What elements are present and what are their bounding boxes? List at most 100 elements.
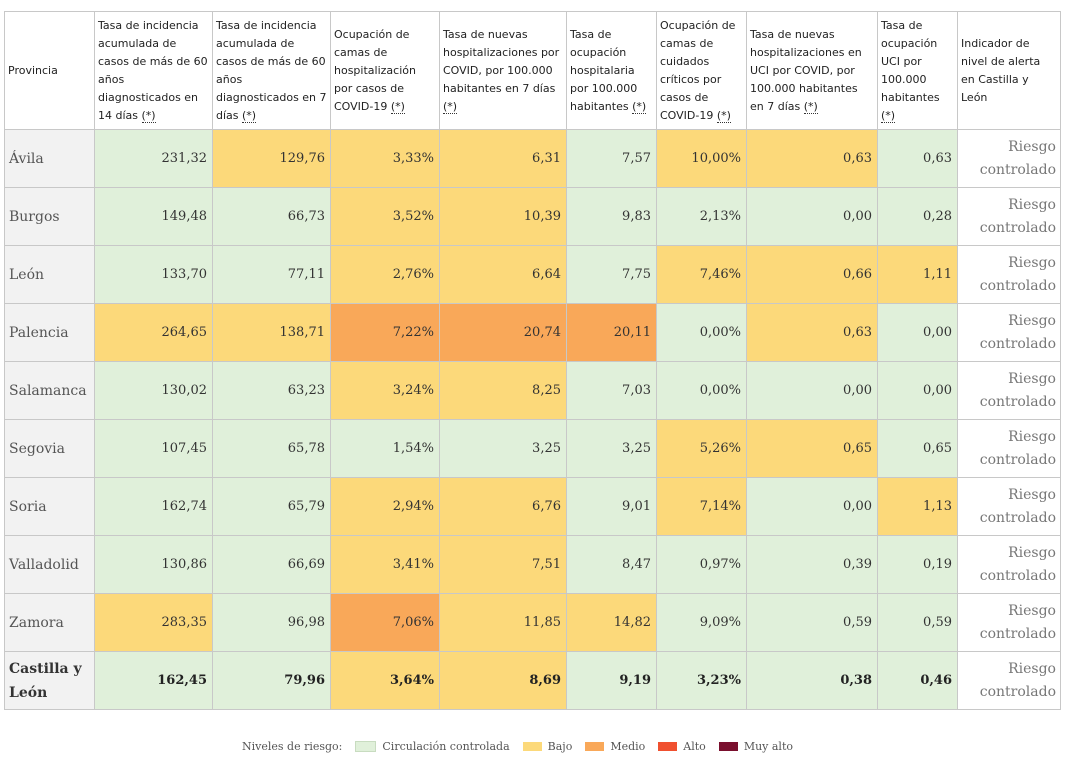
metric-cell: 7,57 — [566, 129, 657, 188]
metric-cell: 3,52% — [330, 187, 440, 246]
province-cell: Ávila — [4, 129, 95, 188]
metric-cell: 7,22% — [330, 303, 440, 362]
metric-cell: 9,19 — [566, 651, 657, 710]
metric-cell: 129,76 — [212, 129, 331, 188]
metric-cell: 2,76% — [330, 245, 440, 304]
metric-cell: 0,00 — [746, 187, 878, 246]
metric-cell: 7,03 — [566, 361, 657, 420]
metric-cell: 3,24% — [330, 361, 440, 420]
asterisk-note-link[interactable]: (*) — [443, 99, 458, 114]
province-cell: Valladolid — [4, 535, 95, 594]
asterisk-note-link[interactable]: (*) — [881, 108, 896, 123]
alert-level-cell: Riesgo controlado — [957, 245, 1061, 304]
metric-cell: 66,69 — [212, 535, 331, 594]
metric-cell: 20,11 — [566, 303, 657, 362]
metric-cell: 66,73 — [212, 187, 331, 246]
header-incidencia-14-dias: Tasa de incidencia acumulada de casos de… — [94, 11, 213, 130]
asterisk-note-link[interactable]: (*) — [716, 108, 731, 123]
legend-item-medio: Medio — [585, 740, 645, 753]
metric-cell: 3,25 — [566, 419, 657, 478]
metric-cell: 3,23% — [656, 651, 747, 710]
metric-cell: 1,54% — [330, 419, 440, 478]
metric-cell: 162,45 — [94, 651, 213, 710]
table-row: Salamanca 130,02 63,23 3,24% 8,25 7,03 0,00% 0,… — [4, 361, 1061, 420]
asterisk-note-link[interactable]: (*) — [242, 108, 257, 123]
metric-cell: 9,09% — [656, 593, 747, 652]
province-cell: Zamora — [4, 593, 95, 652]
metric-cell: 0,65 — [746, 419, 878, 478]
alert-level-cell: Riesgo controlado — [957, 535, 1061, 594]
table-row: Ávila 231,32 129,76 3,33% 6,31 7,57 10,00% 0,63… — [4, 129, 1061, 188]
legend-item-muy-alto: Muy alto — [718, 740, 793, 753]
metric-cell: 283,35 — [94, 593, 213, 652]
alert-level-cell: Riesgo controlado — [957, 129, 1061, 188]
province-cell: Castilla y León — [4, 651, 95, 710]
alert-level-cell: Riesgo controlado — [957, 651, 1061, 710]
table-row: Burgos 149,48 66,73 3,52% 10,39 9,83 2,13% 0,00… — [4, 187, 1061, 246]
metric-cell: 3,25 — [439, 419, 567, 478]
metric-cell: 11,85 — [439, 593, 567, 652]
metric-cell: 162,74 — [94, 477, 213, 536]
metric-cell: 10,39 — [439, 187, 567, 246]
metric-cell: 0,63 — [746, 303, 878, 362]
metric-cell: 8,47 — [566, 535, 657, 594]
metric-cell: 6,76 — [439, 477, 567, 536]
metric-cell: 133,70 — [94, 245, 213, 304]
metric-cell: 0,19 — [877, 535, 958, 594]
metric-cell: 0,28 — [877, 187, 958, 246]
table-body: Ávila 231,32 129,76 3,33% 6,31 7,57 10,00% 0,63… — [4, 129, 1061, 710]
alert-level-cell: Riesgo controlado — [957, 593, 1061, 652]
metric-cell: 63,23 — [212, 361, 331, 420]
metric-cell: 10,00% — [656, 129, 747, 188]
table-row: Segovia 107,45 65,78 1,54% 3,25 3,25 5,26% 0,65… — [4, 419, 1061, 478]
asterisk-note-link[interactable]: (*) — [390, 99, 405, 114]
metric-cell: 9,01 — [566, 477, 657, 536]
legend-swatch — [585, 742, 605, 751]
asterisk-note-link[interactable]: (*) — [141, 108, 156, 123]
asterisk-note-link[interactable]: (*) — [803, 99, 818, 114]
province-cell: León — [4, 245, 95, 304]
metric-cell: 8,25 — [439, 361, 567, 420]
metric-cell: 0,00 — [746, 361, 878, 420]
metric-cell: 3,33% — [330, 129, 440, 188]
metric-cell: 130,86 — [94, 535, 213, 594]
metric-cell: 0,00 — [877, 303, 958, 362]
metric-cell: 0,59 — [877, 593, 958, 652]
province-cell: Salamanca — [4, 361, 95, 420]
metric-cell: 0,59 — [746, 593, 878, 652]
asterisk-note-link[interactable]: (*) — [632, 99, 647, 114]
metric-cell: 0,00 — [746, 477, 878, 536]
risk-legend: Niveles de riesgo: Circulación controlad… — [242, 740, 793, 753]
metric-cell: 65,78 — [212, 419, 331, 478]
metric-cell: 0,65 — [877, 419, 958, 478]
header-indicador-alerta: Indicador de nivel de alerta en Castilla… — [957, 11, 1061, 130]
header-nuevas-uci: Tasa de nuevas hospitalizaciones en UCI … — [746, 11, 878, 130]
alert-level-cell: Riesgo controlado — [957, 419, 1061, 478]
province-cell: Palencia — [4, 303, 95, 362]
metric-cell: 7,46% — [656, 245, 747, 304]
metric-cell: 96,98 — [212, 593, 331, 652]
header-provincia: Provincia — [4, 11, 95, 130]
legend-swatch — [522, 742, 542, 751]
header-tasa-ocupacion-uci: Tasa de ocupación UCI por 100.000 habita… — [877, 11, 958, 130]
metric-cell: 0,38 — [746, 651, 878, 710]
legend-item-bajo: Bajo — [522, 740, 572, 753]
metric-cell: 65,79 — [212, 477, 331, 536]
metric-cell: 1,11 — [877, 245, 958, 304]
metric-cell: 2,94% — [330, 477, 440, 536]
header-ocupacion-uci: Ocupación de camas de cuidados críticos … — [656, 11, 747, 130]
metric-cell: 3,64% — [330, 651, 440, 710]
metric-cell: 3,41% — [330, 535, 440, 594]
alert-level-cell: Riesgo controlado — [957, 361, 1061, 420]
legend-swatch — [355, 741, 377, 752]
header-tasa-ocupacion-hospitalaria: Tasa de ocupación hospitalaria por 100.0… — [566, 11, 657, 130]
metric-cell: 6,31 — [439, 129, 567, 188]
metric-cell: 7,14% — [656, 477, 747, 536]
metric-cell: 0,97% — [656, 535, 747, 594]
metric-cell: 20,74 — [439, 303, 567, 362]
province-cell: Soria — [4, 477, 95, 536]
metric-cell: 130,02 — [94, 361, 213, 420]
risk-table-container: Provincia Tasa de incidencia acumulada d… — [4, 11, 1061, 710]
legend-item-alto: Alto — [658, 740, 706, 753]
metric-cell: 0,00% — [656, 303, 747, 362]
